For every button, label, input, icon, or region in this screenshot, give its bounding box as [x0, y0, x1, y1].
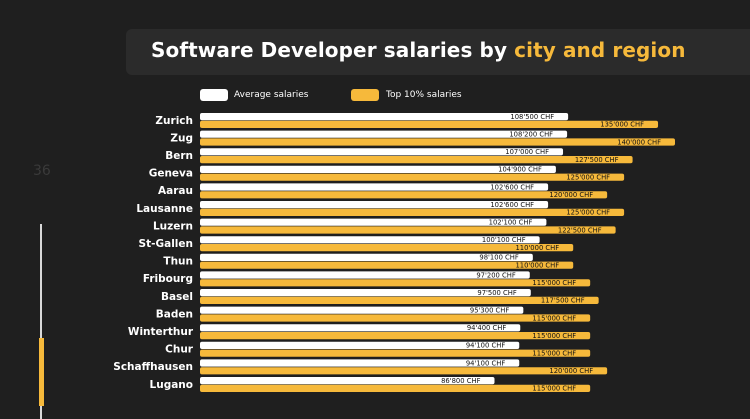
bar-average-st-gallen: [200, 236, 540, 244]
title-banner: [126, 29, 750, 75]
city-label-thun: Thun: [163, 256, 193, 268]
bar-average-thun: [200, 253, 533, 261]
bar-label-average-basel: 97'500 CHF: [477, 289, 517, 297]
title-accent: city and region: [514, 38, 686, 62]
bar-top10-basel: [200, 296, 599, 304]
bar-label-top10-winterthur: 115'000 CHF: [532, 332, 576, 340]
bar-top10-lugano: [200, 384, 591, 392]
city-label-basel: Basel: [161, 291, 193, 303]
bar-label-top10-lugano: 115'000 CHF: [532, 385, 576, 393]
city-label-zurich: Zurich: [155, 115, 193, 127]
bar-average-baden: [200, 306, 524, 314]
city-label-aarau: Aarau: [158, 185, 193, 197]
bar-top10-chur: [200, 349, 591, 357]
bar-label-top10-thun: 110'000 CHF: [515, 262, 559, 270]
bar-top10-st-gallen: [200, 244, 574, 252]
city-label-schaffhausen: Schaffhausen: [113, 361, 193, 373]
bar-top10-fribourg: [200, 279, 591, 287]
bar-label-average-baden: 95'300 CHF: [470, 307, 510, 315]
bar-label-average-st-gallen: 100'100 CHF: [482, 236, 526, 244]
city-label-lugano: Lugano: [150, 379, 193, 391]
bar-label-average-geneva: 104'900 CHF: [498, 166, 542, 174]
bar-label-average-aarau: 102'600 CHF: [490, 183, 534, 191]
bar-label-average-thun: 98'100 CHF: [479, 254, 519, 262]
bar-label-average-chur: 94'100 CHF: [466, 342, 506, 350]
bar-average-luzern: [200, 218, 547, 226]
bar-average-chur: [200, 341, 520, 349]
bar-top10-zurich: [200, 120, 659, 128]
city-label-zug: Zug: [170, 132, 193, 144]
bar-label-top10-st-gallen: 110'000 CHF: [515, 244, 559, 252]
bar-label-average-lausanne: 102'600 CHF: [490, 201, 534, 209]
city-label-luzern: Luzern: [153, 220, 193, 232]
bar-average-bern: [200, 148, 564, 156]
bar-label-top10-bern: 127'500 CHF: [575, 156, 619, 164]
bar-label-top10-chur: 115'000 CHF: [532, 350, 576, 358]
bar-label-top10-lausanne: 125'000 CHF: [566, 209, 610, 217]
bar-label-average-zug: 108'200 CHF: [509, 131, 553, 139]
bar-label-top10-basel: 117'500 CHF: [541, 297, 585, 305]
city-label-lausanne: Lausanne: [136, 203, 193, 215]
title-main: Software Developer salaries by: [151, 38, 515, 62]
bar-average-schaffhausen: [200, 359, 520, 367]
bar-top10-bern: [200, 156, 633, 164]
city-label-bern: Bern: [165, 150, 193, 162]
side-progress-accent: [39, 338, 44, 406]
bar-average-aarau: [200, 183, 549, 191]
city-label-geneva: Geneva: [149, 168, 193, 180]
legend-swatch-average: [200, 89, 228, 101]
bar-average-geneva: [200, 165, 556, 173]
bar-label-average-luzern: 102'100 CHF: [489, 219, 533, 227]
legend-swatch-top10: [351, 89, 379, 101]
city-label-winterthur: Winterthur: [128, 326, 194, 338]
bar-label-top10-fribourg: 115'000 CHF: [532, 279, 576, 287]
bar-label-top10-baden: 115'000 CHF: [532, 314, 576, 322]
bar-top10-thun: [200, 261, 574, 269]
bar-label-top10-zurich: 135'000 CHF: [600, 121, 644, 129]
bar-average-zug: [200, 130, 568, 138]
bar-top10-lausanne: [200, 208, 625, 216]
bar-top10-baden: [200, 314, 591, 322]
bar-label-top10-luzern: 122'500 CHF: [558, 226, 602, 234]
legend-label-top10: Top 10% salaries: [386, 90, 462, 100]
city-label-fribourg: Fribourg: [143, 273, 193, 285]
city-label-chur: Chur: [165, 344, 194, 356]
bar-average-lugano: [200, 377, 495, 385]
bar-label-top10-zug: 140'000 CHF: [617, 138, 661, 146]
bar-label-average-zurich: 108'500 CHF: [510, 113, 554, 121]
bar-top10-geneva: [200, 173, 625, 181]
bar-top10-aarau: [200, 191, 608, 199]
bar-top10-winterthur: [200, 332, 591, 340]
city-label-baden: Baden: [156, 308, 193, 320]
city-label-st-gallen: St-Gallen: [139, 238, 193, 250]
bar-average-fribourg: [200, 271, 530, 279]
bar-label-average-fribourg: 97'200 CHF: [476, 271, 516, 279]
bar-average-zurich: [200, 113, 569, 121]
bar-label-average-bern: 107'000 CHF: [505, 148, 549, 156]
bar-average-winterthur: [200, 324, 521, 332]
bar-top10-luzern: [200, 226, 616, 234]
bar-top10-schaffhausen: [200, 367, 608, 375]
bar-label-average-winterthur: 94'400 CHF: [467, 324, 507, 332]
legend-label-average: Average salaries: [234, 90, 309, 100]
bar-average-lausanne: [200, 201, 549, 209]
bar-label-top10-schaffhausen: 120'000 CHF: [549, 367, 593, 375]
bar-average-basel: [200, 289, 531, 297]
side-divider-line: [40, 224, 42, 419]
bar-label-top10-aarau: 120'000 CHF: [549, 191, 593, 199]
page-title: Software Developer salaries by city and …: [151, 38, 686, 62]
bar-label-top10-geneva: 125'000 CHF: [566, 174, 610, 182]
bar-label-average-schaffhausen: 94'100 CHF: [466, 359, 506, 367]
page-number: 36: [33, 163, 51, 179]
bar-label-average-lugano: 86'800 CHF: [441, 377, 481, 385]
bar-top10-zug: [200, 138, 675, 146]
